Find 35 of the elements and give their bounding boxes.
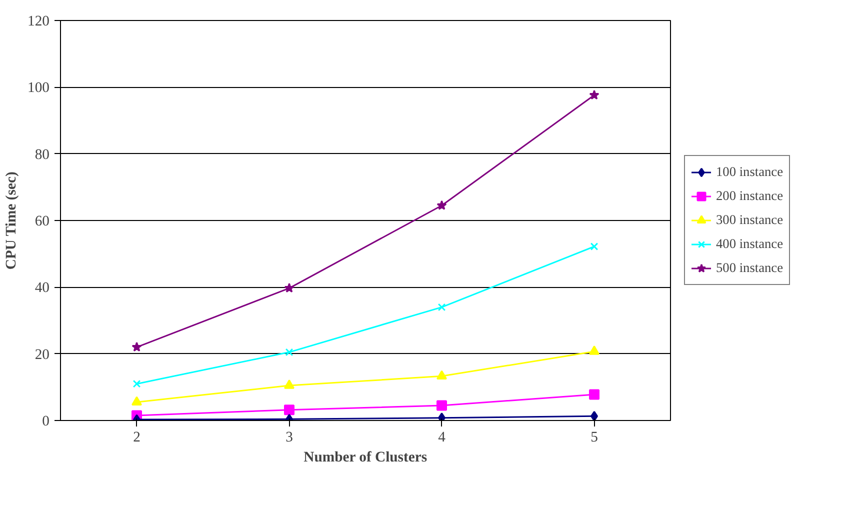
legend-label: 400 instance: [716, 236, 783, 252]
legend-label: 500 instance: [716, 260, 783, 276]
point: [285, 348, 294, 356]
y-tick-label: 120: [28, 14, 50, 30]
legend-label: 100 instance: [716, 164, 783, 180]
y-axis-title: CPU Time (sec): [4, 172, 20, 270]
point: [436, 370, 447, 380]
legend-label: 200 instance: [716, 188, 783, 204]
point: [132, 396, 142, 406]
y-tick-label: 100: [28, 80, 50, 96]
point: [284, 282, 294, 293]
y-tick-label: 80: [34, 146, 50, 163]
point: [132, 342, 142, 352]
point: [436, 400, 447, 411]
point: [589, 346, 600, 355]
point: [284, 404, 294, 416]
x-tick-label: 4: [438, 430, 446, 446]
point: [590, 410, 598, 420]
x-tick-label: 3: [286, 430, 293, 446]
point: [590, 242, 598, 250]
y-tick-label: 0: [42, 414, 50, 430]
y-tick-label: 20: [34, 346, 50, 363]
legend-label: 300 instance: [716, 212, 783, 228]
x-tick-label: 2: [133, 430, 140, 446]
point: [436, 200, 447, 210]
point: [589, 90, 600, 100]
x-tick-label: 5: [590, 430, 598, 446]
point: [438, 412, 446, 420]
point: [438, 303, 446, 312]
x-axis-title: Number of Clusters: [304, 450, 428, 466]
point: [589, 389, 600, 400]
y-tick-label: 40: [34, 280, 50, 296]
point: [284, 380, 294, 389]
point: [132, 380, 141, 388]
y-tick-label: 60: [34, 214, 50, 230]
